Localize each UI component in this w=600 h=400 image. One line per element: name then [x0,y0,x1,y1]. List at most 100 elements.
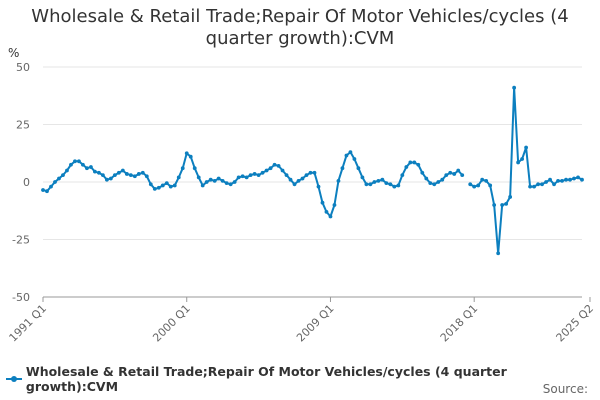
data-point[interactable] [364,182,369,187]
data-point[interactable] [444,173,449,178]
data-point[interactable] [65,168,69,173]
data-point[interactable] [168,184,173,189]
data-point[interactable] [308,170,313,175]
data-point[interactable] [392,184,397,189]
data-point[interactable] [100,173,105,178]
data-point[interactable] [53,180,57,184]
data-point[interactable] [260,170,265,175]
data-point[interactable] [328,214,333,219]
data-point[interactable] [240,174,245,179]
data-point[interactable] [120,168,125,173]
data-point[interactable] [348,150,353,155]
data-point[interactable] [160,183,165,188]
data-point[interactable] [220,178,225,183]
data-point[interactable] [408,160,413,165]
data-point[interactable] [216,176,221,181]
data-point[interactable] [380,177,385,182]
data-point[interactable] [200,183,205,188]
data-point[interactable] [236,175,241,180]
data-point[interactable] [89,165,93,169]
data-point[interactable] [540,182,544,187]
data-point[interactable] [152,187,157,191]
data-point[interactable] [256,173,261,178]
data-point[interactable] [85,166,89,171]
data-point[interactable] [248,173,253,178]
data-point[interactable] [292,182,297,187]
data-point[interactable] [77,159,81,164]
data-point[interactable] [232,180,237,184]
data-point[interactable] [544,180,548,184]
data-point[interactable] [508,195,513,199]
data-point[interactable] [524,145,528,150]
data-point[interactable] [172,183,177,188]
data-point[interactable] [548,177,552,182]
data-point[interactable] [336,178,341,183]
data-point[interactable] [424,176,429,181]
data-point[interactable] [320,200,325,205]
data-point[interactable] [212,178,217,183]
data-point[interactable] [560,178,564,183]
data-point[interactable] [188,154,193,159]
data-point[interactable] [536,182,540,187]
data-point[interactable] [73,159,77,164]
data-point[interactable] [572,176,576,181]
data-point[interactable] [456,168,461,173]
data-point[interactable] [304,173,309,178]
data-point[interactable] [576,175,580,180]
data-point[interactable] [144,174,149,179]
data-point[interactable] [93,169,97,174]
data-point[interactable] [484,178,489,183]
data-point[interactable] [448,170,453,175]
data-point[interactable] [432,182,437,187]
data-point[interactable] [532,184,536,189]
data-point[interactable] [376,178,381,183]
data-point[interactable] [192,166,197,171]
data-point[interactable] [180,166,185,171]
data-point[interactable] [272,162,277,167]
data-point[interactable] [97,170,101,175]
data-point[interactable] [196,175,201,180]
data-point[interactable] [312,170,317,175]
data-point[interactable] [472,184,477,189]
data-point[interactable] [280,168,285,173]
data-point[interactable] [412,160,417,165]
data-point[interactable] [57,176,61,181]
data-point[interactable] [420,170,425,175]
data-point[interactable] [500,203,505,207]
data-point[interactable] [164,181,169,186]
data-point[interactable] [476,183,481,188]
data-point[interactable] [228,182,233,187]
data-point[interactable] [300,176,305,181]
data-point[interactable] [504,201,509,206]
data-point[interactable] [488,183,493,188]
data-point[interactable] [124,172,129,176]
data-point[interactable] [468,182,473,187]
data-point[interactable] [224,181,229,186]
data-point[interactable] [360,175,365,180]
data-point[interactable] [400,173,405,178]
data-point[interactable] [276,164,281,168]
data-point[interactable] [520,157,525,161]
data-point[interactable] [156,185,161,190]
data-point[interactable] [344,153,349,158]
data-point[interactable] [252,172,257,176]
data-point[interactable] [104,177,109,182]
data-point[interactable] [184,151,189,156]
data-point[interactable] [132,174,137,179]
data-point[interactable] [512,85,517,90]
data-point[interactable] [69,162,73,167]
data-point[interactable] [496,251,501,256]
data-point[interactable] [204,180,209,184]
data-point[interactable] [404,165,409,169]
data-point[interactable] [460,173,465,178]
data-point[interactable] [264,168,269,173]
data-point[interactable] [81,162,85,167]
data-point[interactable] [176,175,181,180]
legend[interactable]: Wholesale & Retail Trade;Repair Of Motor… [6,364,600,394]
data-point[interactable] [492,203,497,207]
data-point[interactable] [388,182,393,187]
data-point[interactable] [416,162,421,167]
data-point[interactable] [296,178,301,183]
data-point[interactable] [108,176,113,181]
data-point[interactable] [372,180,377,184]
